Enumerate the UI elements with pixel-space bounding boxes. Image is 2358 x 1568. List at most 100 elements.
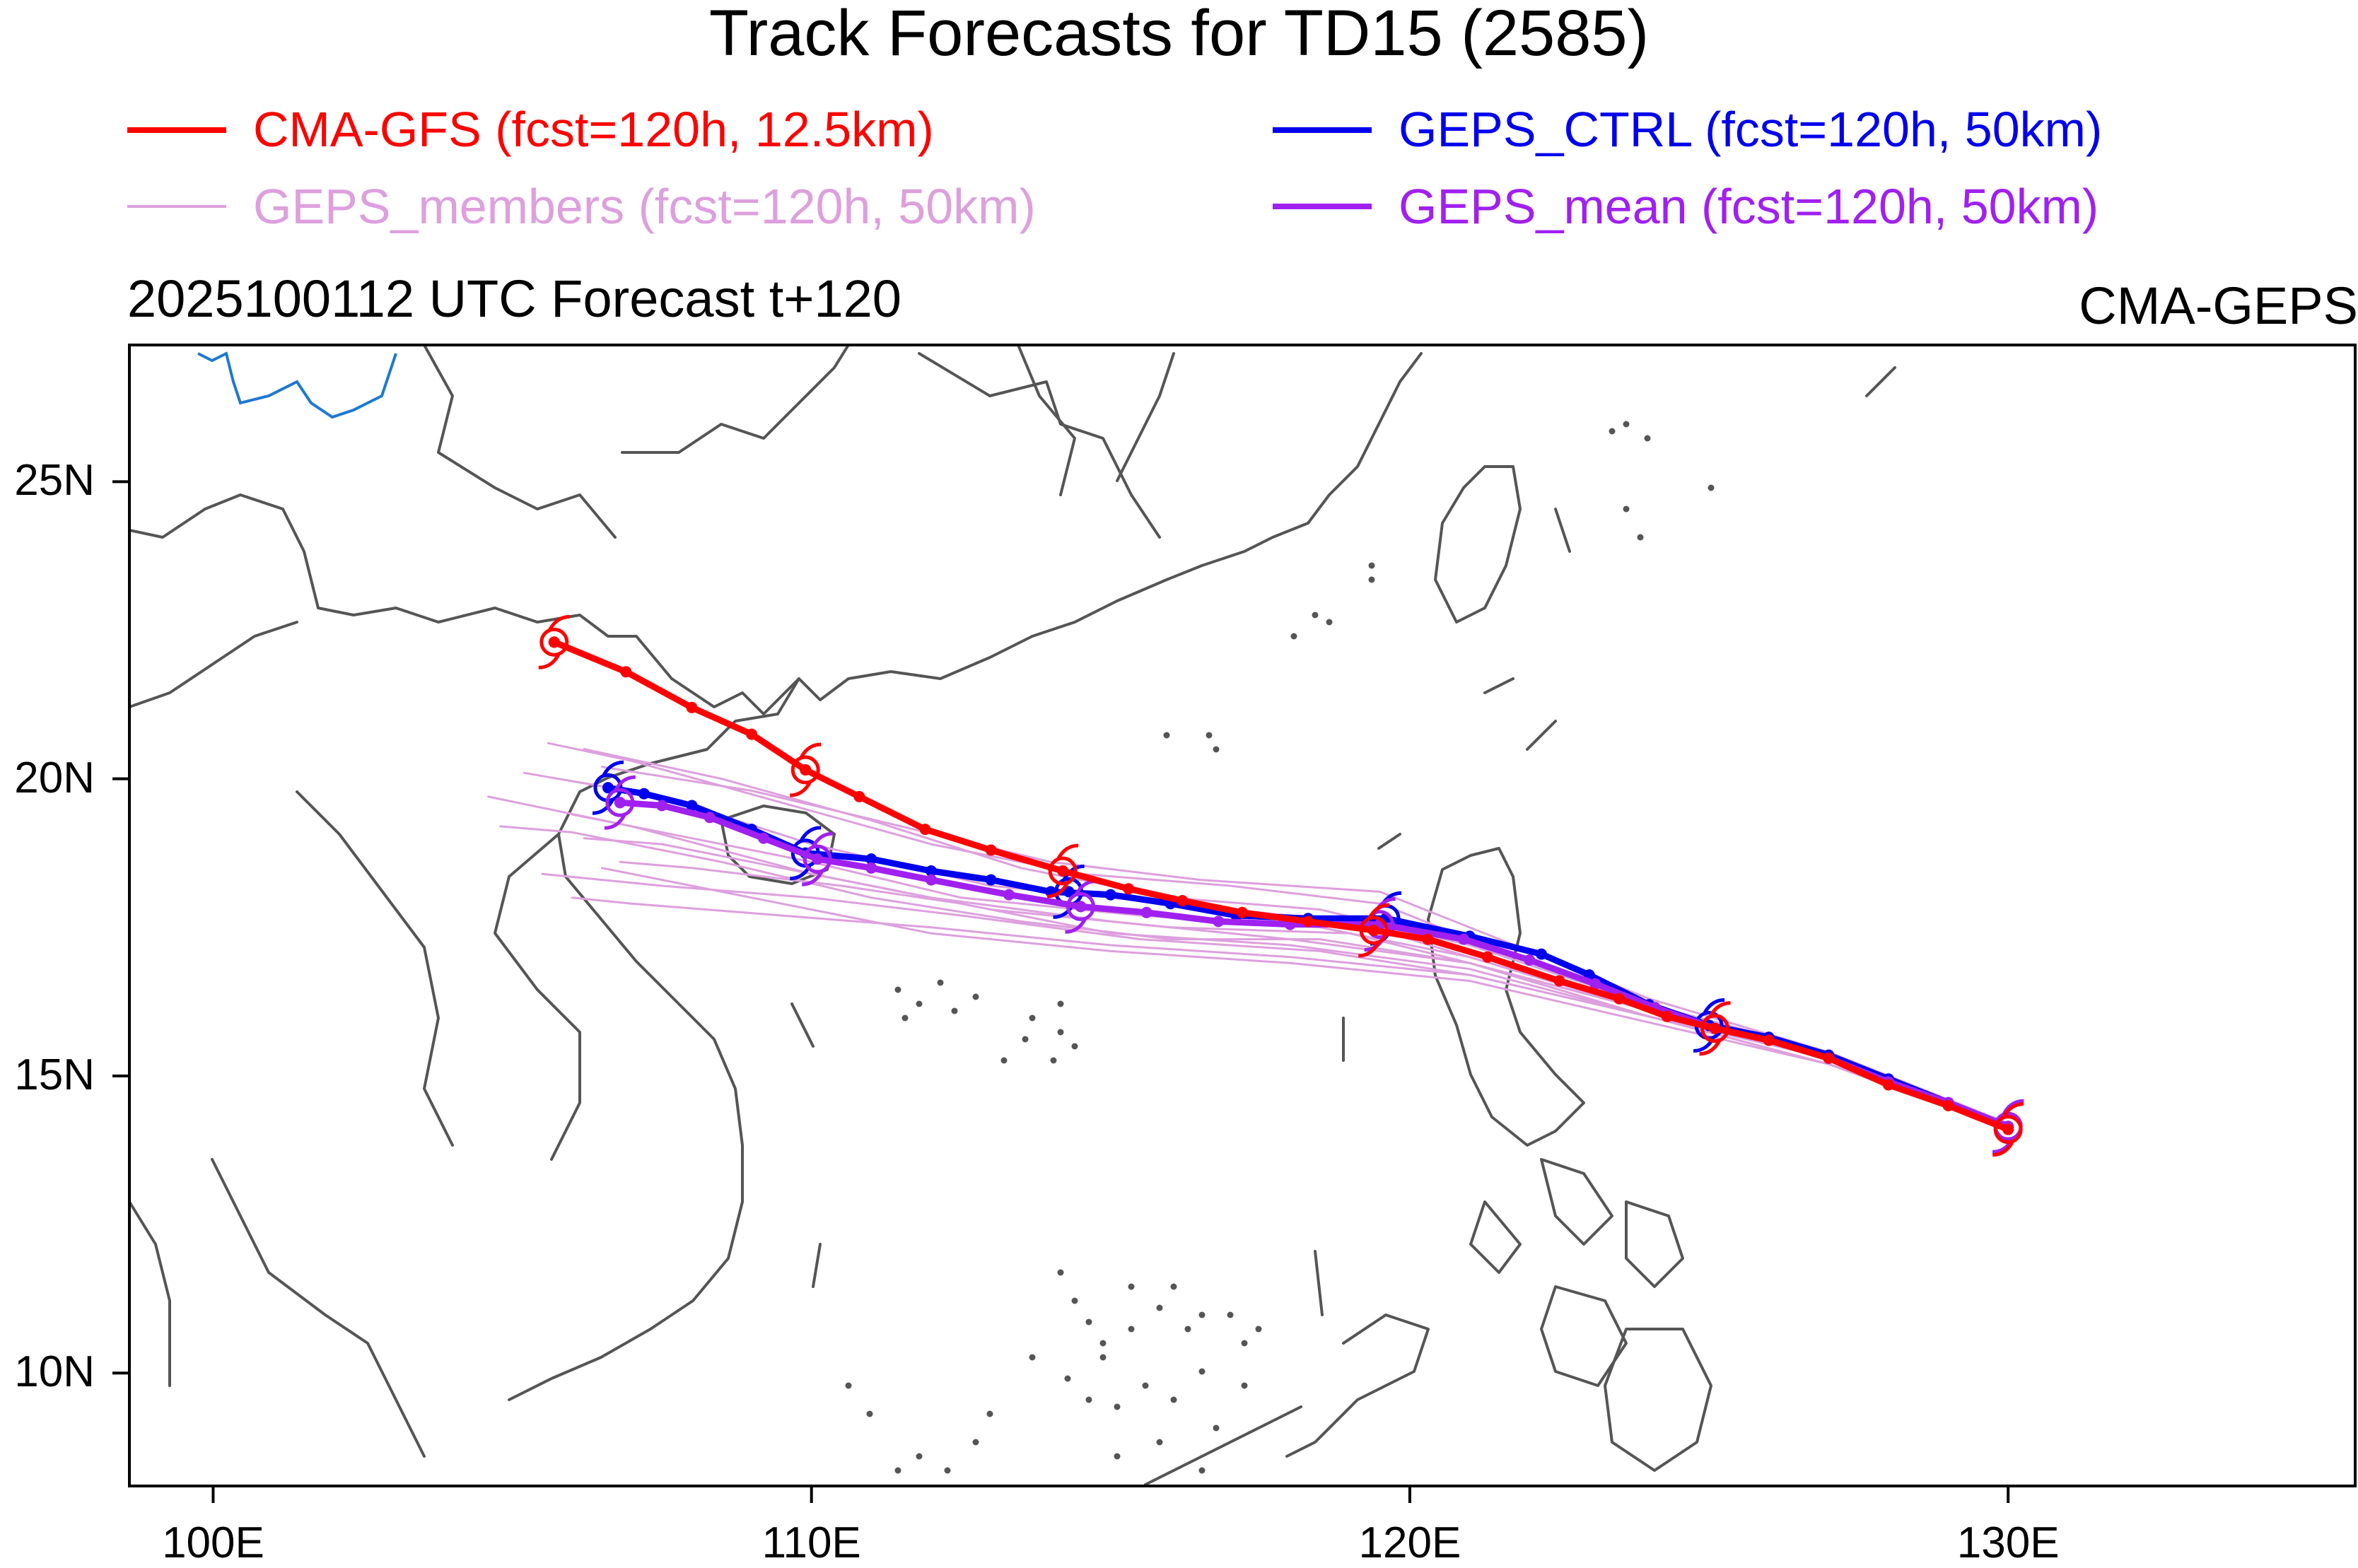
cma-gfs-track-point — [746, 728, 758, 740]
island-dot — [1623, 421, 1630, 428]
cma-gfs-track-point — [1237, 906, 1248, 918]
island-dot — [1198, 1311, 1206, 1318]
island-dot — [1057, 1029, 1064, 1036]
cma-gfs-track-point — [1482, 951, 1493, 963]
island-dot — [1644, 435, 1651, 442]
cma-gfs-track-point — [620, 666, 632, 678]
geps-mean-track-point — [1140, 906, 1152, 918]
island-dot — [1206, 732, 1213, 739]
geps-ctrl-track-point — [1104, 889, 1116, 901]
island-dot — [1163, 732, 1170, 739]
river-lines — [197, 351, 397, 419]
island-dot — [1022, 1036, 1029, 1043]
island-dot — [1156, 1304, 1163, 1311]
island-dot — [1213, 1424, 1220, 1432]
geps-mean-track-point — [1458, 933, 1470, 945]
island-dot — [1227, 1311, 1234, 1318]
island-dot — [937, 979, 944, 986]
cma-gfs-typhoon-icon — [1358, 903, 1390, 958]
island-dot — [866, 1410, 873, 1417]
island-dot — [1029, 1014, 1036, 1022]
island-dot — [1114, 1453, 1121, 1460]
island-dot — [1029, 1354, 1036, 1361]
cma-gfs-track-point — [1942, 1100, 1954, 1111]
island-dot — [1708, 484, 1715, 491]
legend-label-cma-gfs: CMA-GFS (fcst=120h, 12.5km) — [253, 102, 934, 157]
island-dot — [972, 993, 979, 1000]
island-dot — [1213, 746, 1220, 753]
x-tick-label: 130E — [1956, 1519, 2060, 1567]
cma-gfs-typhoon-icon — [1699, 1001, 1731, 1056]
cma-gfs-track-point — [1613, 993, 1625, 1005]
island-dot — [944, 1467, 951, 1474]
geps-mean-track-point — [926, 874, 937, 886]
geps-mean-track-point — [656, 800, 668, 812]
geps-mean-track-point — [865, 862, 877, 874]
island-dot — [1099, 1354, 1107, 1361]
island-dot — [916, 1453, 923, 1460]
cma-gfs-track-point — [1553, 975, 1565, 987]
island-dot — [1198, 1467, 1206, 1474]
cma-gfs-track-point — [1177, 895, 1189, 906]
island-dot — [901, 1014, 909, 1022]
island-dot — [894, 1467, 901, 1474]
island-dot — [1290, 633, 1297, 640]
island-dot — [916, 1000, 923, 1007]
cma-gfs-track-point — [1661, 1010, 1673, 1022]
member-track-line — [547, 742, 2009, 1125]
island-dots — [845, 421, 1715, 1474]
island-dot — [1241, 1382, 1248, 1389]
island-dot — [1170, 1396, 1177, 1403]
island-dot — [1050, 1057, 1057, 1064]
island-dot — [1368, 576, 1375, 583]
island-dot — [1255, 1326, 1262, 1333]
member-track-line — [541, 872, 2009, 1125]
axis-ticks — [112, 480, 2010, 1503]
y-tick-label: 10N — [14, 1347, 95, 1397]
island-dot — [1114, 1403, 1121, 1410]
legend-swatch-cma-gfs — [127, 127, 226, 133]
cma-gfs-track-point — [1763, 1034, 1775, 1046]
island-dot — [1368, 562, 1375, 569]
geps-mean-typhoon-icon — [802, 831, 834, 887]
geps-mean-track-point — [1003, 889, 1015, 901]
island-dot — [1099, 1340, 1107, 1347]
member-track-line — [499, 825, 2009, 1125]
geps-ctrl-track-point — [1536, 948, 1548, 960]
island-dot — [1623, 505, 1630, 513]
island-dot — [1326, 619, 1333, 626]
cma-gfs-typhoon-icon — [1047, 843, 1079, 899]
island-dot — [1156, 1439, 1163, 1446]
island-dot — [1637, 534, 1644, 541]
legend-swatch-geps-ctrl — [1273, 127, 1372, 133]
island-dot — [1128, 1326, 1135, 1333]
cma-gfs-track-point — [1422, 933, 1434, 945]
island-dot — [1170, 1283, 1177, 1290]
geps-ctrl-track-point — [865, 853, 877, 865]
x-tick-label: 120E — [1358, 1519, 1461, 1567]
island-dot — [1085, 1396, 1092, 1403]
geps-mean-track-point — [758, 832, 769, 844]
geps-mean-track-point — [1213, 915, 1225, 928]
island-dot — [1312, 612, 1319, 619]
cma-gfs-typhoon-icon — [538, 614, 570, 669]
island-dot — [1064, 1375, 1071, 1382]
x-tick-label: 110E — [761, 1519, 861, 1567]
member-track-line — [583, 748, 2009, 1125]
cma-gfs-track-point — [1882, 1079, 1894, 1091]
forecast-time-label: 2025100112 UTC Forecast t+120 — [127, 269, 901, 328]
island-dot — [1128, 1283, 1135, 1290]
geps-ctrl-track-point — [638, 788, 650, 800]
cma-gfs-track-point — [1302, 915, 1314, 928]
island-dot — [845, 1382, 852, 1389]
model-name-label: CMA-GEPS — [2079, 276, 2358, 335]
geps-ctrl-track-point — [926, 865, 937, 877]
member-track-line — [571, 813, 2009, 1125]
island-dot — [1071, 1043, 1078, 1050]
island-dot — [1609, 428, 1616, 435]
geps-ctrl-track-point — [985, 874, 997, 886]
track-layer — [487, 614, 2024, 1157]
legend-swatch-geps-mean — [1273, 204, 1372, 209]
chart-title: Track Forecasts for TD15 (2585) — [708, 0, 1650, 69]
